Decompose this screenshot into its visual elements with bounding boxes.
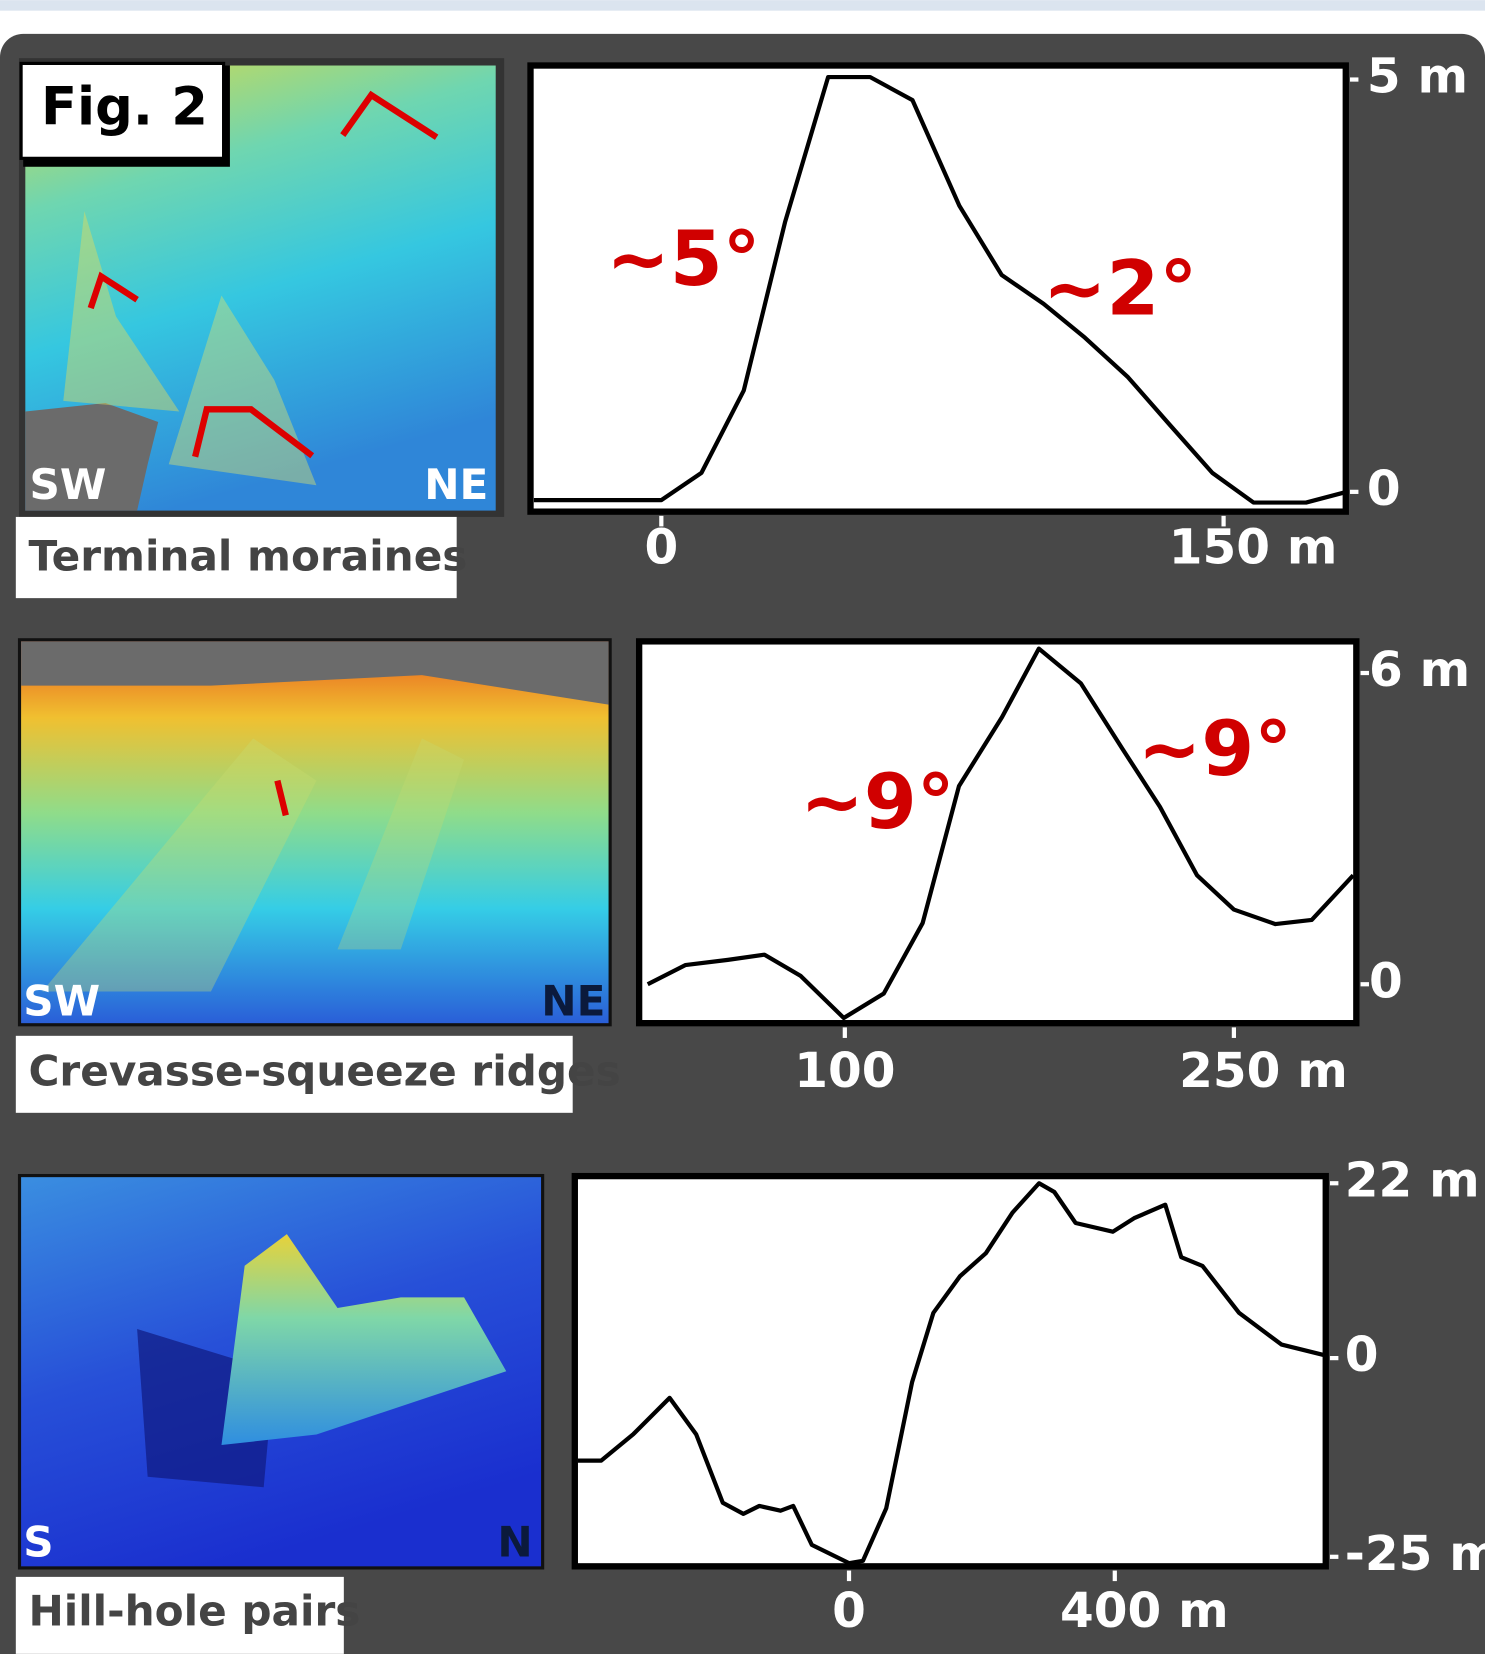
top-band	[0, 0, 1485, 11]
terrain-image	[18, 1174, 544, 1570]
x-tick-label: 0	[832, 1583, 866, 1639]
y-tick-label: 0	[1369, 953, 1403, 1009]
slope-annotation: ~9°	[800, 758, 954, 846]
direction-label: NE	[424, 460, 488, 509]
y-tick-label: 22 m	[1345, 1152, 1480, 1208]
plot-area	[639, 641, 1356, 1023]
panel-caption: Crevasse-squeeze ridges	[28, 1046, 620, 1095]
x-tick-label: 0	[644, 520, 678, 576]
fig-label-box: Fig. 2	[21, 63, 230, 166]
plot-area	[575, 1176, 1326, 1566]
x-tick-label: 250 m	[1179, 1043, 1348, 1099]
y-tick-label: -25 m	[1345, 1526, 1485, 1582]
y-tick-label: 6 m	[1369, 642, 1470, 698]
slope-annotation: ~9°	[1138, 705, 1292, 793]
x-tick-label: 150 m	[1169, 520, 1338, 576]
terrain-image	[18, 638, 612, 1026]
slope-annotation: ~2°	[1043, 244, 1197, 332]
direction-label: SW	[23, 977, 100, 1026]
direction-label: S	[23, 1518, 53, 1567]
x-tick-label: 100	[794, 1043, 895, 1099]
figure-label: Fig. 2	[41, 76, 208, 137]
figure: Fig. 2 Terminal moraines SW NE 0 5 m 0 150 m ~5…	[0, 0, 1485, 1654]
y-tick-label: 0	[1345, 1327, 1379, 1383]
panel-caption: Terminal moraines	[28, 532, 467, 581]
y-tick-label: 0	[1367, 461, 1401, 517]
direction-label: NE	[541, 977, 605, 1026]
y-tick-label: 5 m	[1367, 49, 1468, 105]
x-tick-label: 400 m	[1060, 1583, 1229, 1639]
panel-caption: Hill-hole pairs	[28, 1586, 360, 1635]
direction-label: SW	[30, 460, 107, 509]
slope-annotation: ~5°	[606, 215, 760, 303]
direction-label: N	[497, 1518, 532, 1567]
